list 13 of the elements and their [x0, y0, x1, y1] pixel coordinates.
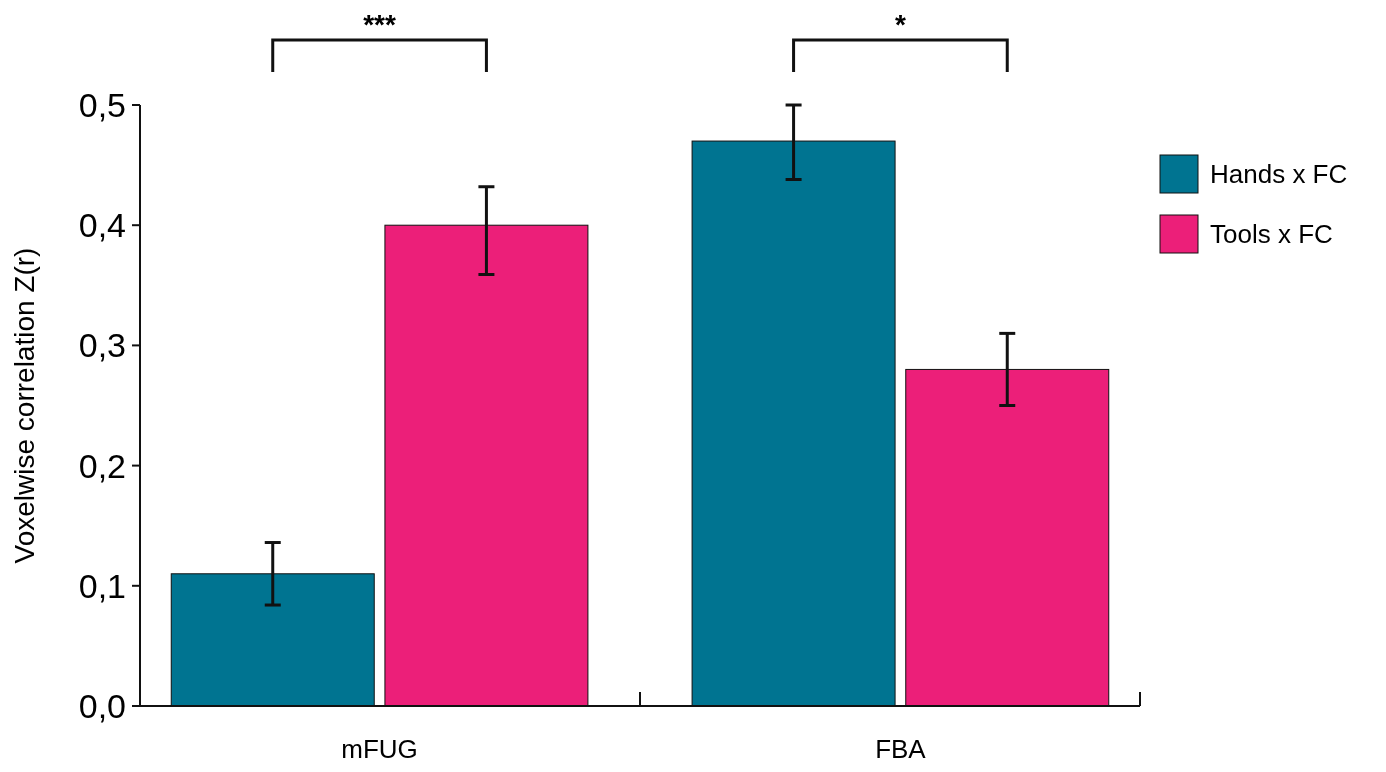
legend-label: Hands x FC [1210, 159, 1348, 190]
y-tick-label: 0,3 [78, 326, 126, 365]
x-tick-label: mFUG [341, 734, 418, 764]
text: * [894, 9, 906, 40]
text: *** [363, 9, 397, 40]
y-tick-label: 0,0 [78, 686, 126, 725]
x-tick-label: FBA [875, 734, 927, 764]
y-tick-label: 0,4 [78, 206, 126, 245]
y-tick-label: 0,5 [78, 85, 126, 124]
y-axis-title: Voxelwise correlation Z(r) [9, 247, 40, 564]
legend-label: Tools x FC [1210, 219, 1333, 250]
y-tick-label: 0,2 [78, 446, 126, 485]
y-tick-label: 0,1 [78, 566, 126, 605]
